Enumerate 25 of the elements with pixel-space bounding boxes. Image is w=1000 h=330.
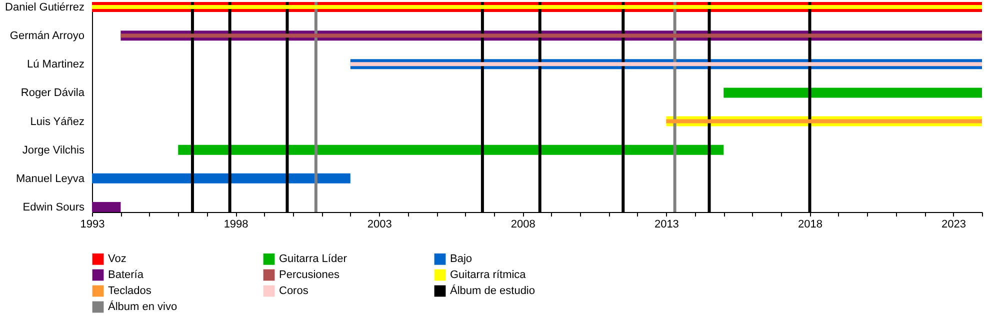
y-tick-label: Roger Dávila	[20, 87, 86, 100]
legend-label: Batería	[108, 269, 144, 281]
legend-label: Teclados	[108, 285, 152, 297]
x-tick-label: 1993	[80, 218, 105, 230]
y-tick-label: Jorge Vilchis	[22, 144, 85, 156]
x-tick-label: 2023	[942, 218, 966, 230]
y-tick-label: Lú Martinez	[27, 58, 84, 71]
legend-label: Guitarra Líder	[279, 253, 348, 266]
y-tick-label: Manuel Leyva	[16, 172, 86, 185]
legend-label: Coros	[279, 285, 309, 297]
y-tick-label: Edwin Sours	[22, 202, 85, 214]
x-tick-label: 2008	[510, 218, 536, 230]
legend-label: Álbum en vivo	[108, 300, 178, 313]
legend-label: Percusiones	[279, 269, 340, 281]
y-tick-label: Luis Yáñez	[30, 116, 84, 128]
legend-label: Voz	[108, 253, 126, 266]
legend-label: Bajo	[450, 253, 472, 266]
legend-label: Guitarra rítmica	[450, 269, 527, 281]
legend-label: Álbum de estudio	[450, 284, 535, 297]
y-tick-label: Germán Arroyo	[10, 30, 84, 42]
x-tick-label: 2013	[654, 218, 679, 230]
x-tick-label: 2018	[798, 218, 822, 230]
x-tick-label: 2003	[367, 218, 392, 230]
x-tick-label: 1998	[224, 218, 248, 230]
y-tick-label: Daniel Gutiérrez	[5, 2, 84, 14]
